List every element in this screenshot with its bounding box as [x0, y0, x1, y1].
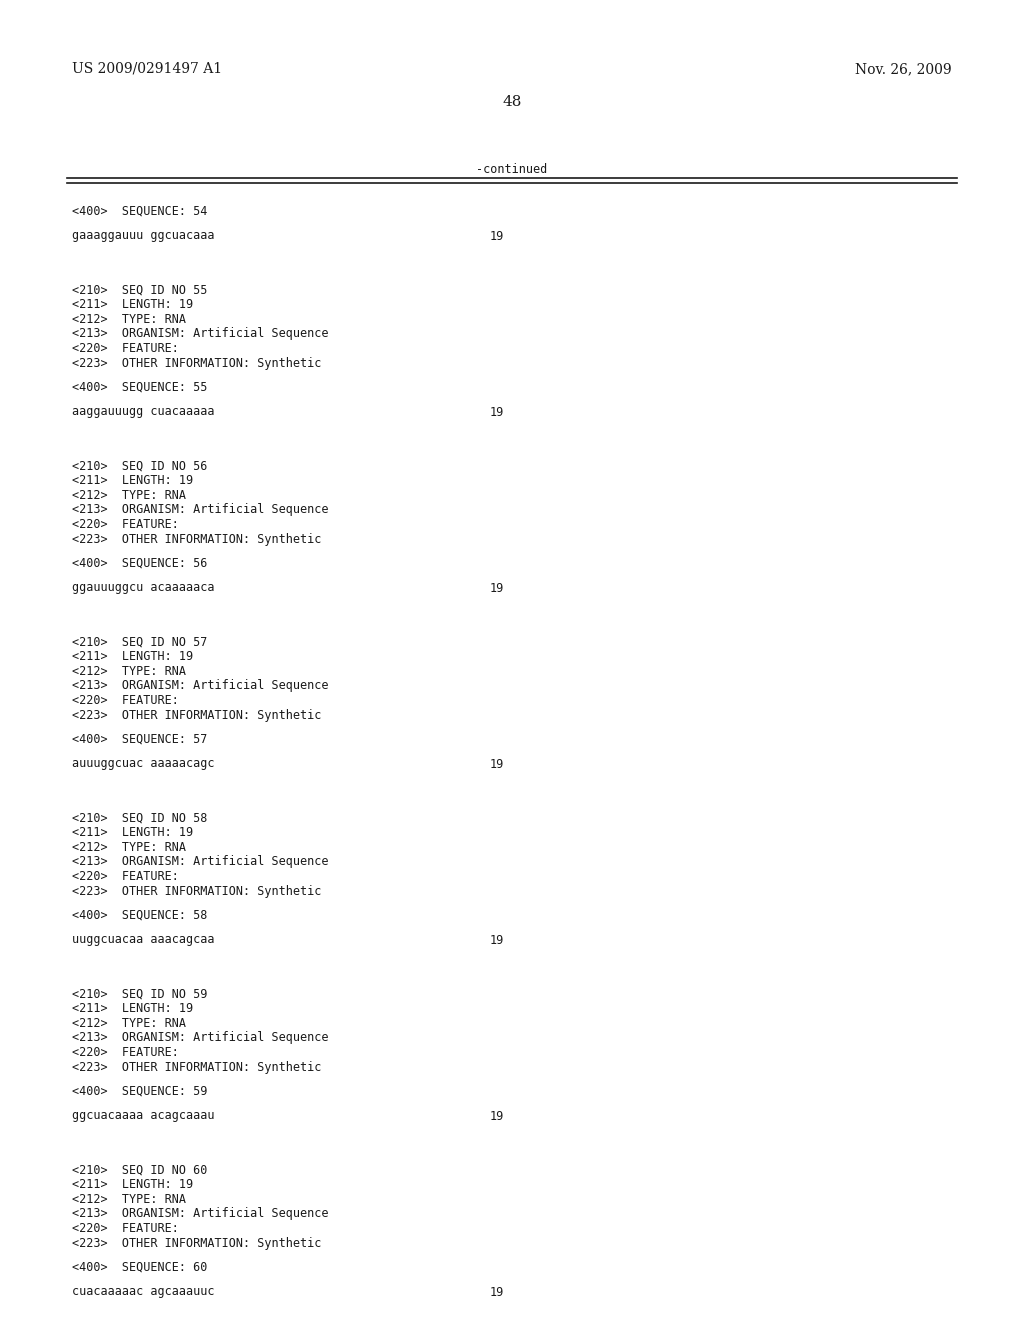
Text: <400>  SEQUENCE: 55: <400> SEQUENCE: 55 [72, 381, 208, 393]
Text: <400>  SEQUENCE: 57: <400> SEQUENCE: 57 [72, 733, 208, 746]
Text: gaaaggauuu ggcuacaaa: gaaaggauuu ggcuacaaa [72, 230, 214, 243]
Text: <220>  FEATURE:: <220> FEATURE: [72, 1045, 179, 1059]
Text: 19: 19 [490, 405, 504, 418]
Text: <223>  OTHER INFORMATION: Synthetic: <223> OTHER INFORMATION: Synthetic [72, 532, 322, 545]
Text: <212>  TYPE: RNA: <212> TYPE: RNA [72, 313, 186, 326]
Text: 19: 19 [490, 582, 504, 594]
Text: <213>  ORGANISM: Artificial Sequence: <213> ORGANISM: Artificial Sequence [72, 680, 329, 693]
Text: <400>  SEQUENCE: 58: <400> SEQUENCE: 58 [72, 909, 208, 921]
Text: <213>  ORGANISM: Artificial Sequence: <213> ORGANISM: Artificial Sequence [72, 503, 329, 516]
Text: ggcuacaaaa acagcaaau: ggcuacaaaa acagcaaau [72, 1110, 214, 1122]
Text: <213>  ORGANISM: Artificial Sequence: <213> ORGANISM: Artificial Sequence [72, 855, 329, 869]
Text: uuggcuacaa aaacagcaa: uuggcuacaa aaacagcaa [72, 933, 214, 946]
Text: <223>  OTHER INFORMATION: Synthetic: <223> OTHER INFORMATION: Synthetic [72, 356, 322, 370]
Text: <210>  SEQ ID NO 55: <210> SEQ ID NO 55 [72, 284, 208, 297]
Text: cuacaaaaac agcaaauuc: cuacaaaaac agcaaauuc [72, 1286, 214, 1299]
Text: <212>  TYPE: RNA: <212> TYPE: RNA [72, 841, 186, 854]
Text: <213>  ORGANISM: Artificial Sequence: <213> ORGANISM: Artificial Sequence [72, 1208, 329, 1221]
Text: 48: 48 [503, 95, 521, 110]
Text: <210>  SEQ ID NO 59: <210> SEQ ID NO 59 [72, 987, 208, 1001]
Text: <210>  SEQ ID NO 57: <210> SEQ ID NO 57 [72, 636, 208, 649]
Text: 19: 19 [490, 1286, 504, 1299]
Text: <220>  FEATURE:: <220> FEATURE: [72, 870, 179, 883]
Text: <211>  LENGTH: 19: <211> LENGTH: 19 [72, 826, 194, 840]
Text: <220>  FEATURE:: <220> FEATURE: [72, 517, 179, 531]
Text: -continued: -continued [476, 162, 548, 176]
Text: <210>  SEQ ID NO 60: <210> SEQ ID NO 60 [72, 1164, 208, 1177]
Text: <220>  FEATURE:: <220> FEATURE: [72, 1222, 179, 1236]
Text: <400>  SEQUENCE: 54: <400> SEQUENCE: 54 [72, 205, 208, 218]
Text: <220>  FEATURE:: <220> FEATURE: [72, 694, 179, 708]
Text: <211>  LENGTH: 19: <211> LENGTH: 19 [72, 474, 194, 487]
Text: <210>  SEQ ID NO 56: <210> SEQ ID NO 56 [72, 459, 208, 473]
Text: <213>  ORGANISM: Artificial Sequence: <213> ORGANISM: Artificial Sequence [72, 327, 329, 341]
Text: <210>  SEQ ID NO 58: <210> SEQ ID NO 58 [72, 812, 208, 825]
Text: ggauuuggcu acaaaaaca: ggauuuggcu acaaaaaca [72, 582, 214, 594]
Text: <212>  TYPE: RNA: <212> TYPE: RNA [72, 665, 186, 678]
Text: auuuggcuac aaaaacagc: auuuggcuac aaaaacagc [72, 758, 214, 771]
Text: <223>  OTHER INFORMATION: Synthetic: <223> OTHER INFORMATION: Synthetic [72, 709, 322, 722]
Text: <220>  FEATURE:: <220> FEATURE: [72, 342, 179, 355]
Text: <400>  SEQUENCE: 59: <400> SEQUENCE: 59 [72, 1085, 208, 1098]
Text: <223>  OTHER INFORMATION: Synthetic: <223> OTHER INFORMATION: Synthetic [72, 884, 322, 898]
Text: <212>  TYPE: RNA: <212> TYPE: RNA [72, 1193, 186, 1206]
Text: 19: 19 [490, 1110, 504, 1122]
Text: <211>  LENGTH: 19: <211> LENGTH: 19 [72, 651, 194, 664]
Text: <211>  LENGTH: 19: <211> LENGTH: 19 [72, 1002, 194, 1015]
Text: <223>  OTHER INFORMATION: Synthetic: <223> OTHER INFORMATION: Synthetic [72, 1060, 322, 1073]
Text: <211>  LENGTH: 19: <211> LENGTH: 19 [72, 1179, 194, 1192]
Text: 19: 19 [490, 230, 504, 243]
Text: <211>  LENGTH: 19: <211> LENGTH: 19 [72, 298, 194, 312]
Text: <400>  SEQUENCE: 56: <400> SEQUENCE: 56 [72, 557, 208, 570]
Text: <212>  TYPE: RNA: <212> TYPE: RNA [72, 1016, 186, 1030]
Text: <212>  TYPE: RNA: <212> TYPE: RNA [72, 488, 186, 502]
Text: Nov. 26, 2009: Nov. 26, 2009 [855, 62, 952, 77]
Text: US 2009/0291497 A1: US 2009/0291497 A1 [72, 62, 222, 77]
Text: <223>  OTHER INFORMATION: Synthetic: <223> OTHER INFORMATION: Synthetic [72, 1237, 322, 1250]
Text: <213>  ORGANISM: Artificial Sequence: <213> ORGANISM: Artificial Sequence [72, 1031, 329, 1044]
Text: 19: 19 [490, 933, 504, 946]
Text: aaggauuugg cuacaaaaa: aaggauuugg cuacaaaaa [72, 405, 214, 418]
Text: <400>  SEQUENCE: 60: <400> SEQUENCE: 60 [72, 1261, 208, 1274]
Text: 19: 19 [490, 758, 504, 771]
